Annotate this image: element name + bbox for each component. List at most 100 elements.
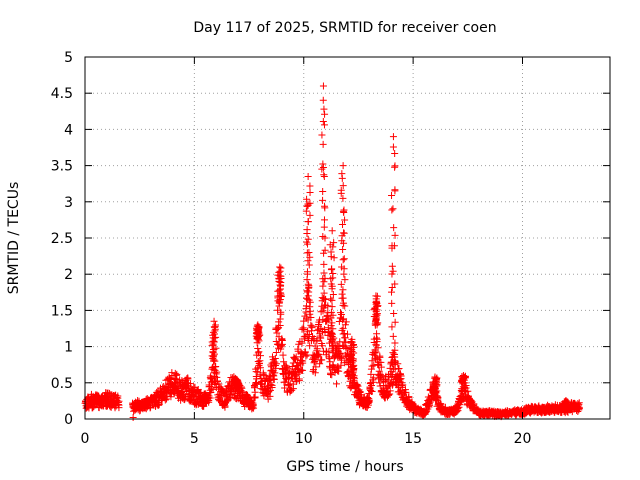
data-point <box>215 380 223 388</box>
data-point <box>272 364 280 372</box>
data-point <box>319 233 327 241</box>
data-point <box>248 405 256 413</box>
data-point <box>306 310 314 318</box>
data-point <box>388 262 396 270</box>
data-point <box>321 328 329 336</box>
x-tick-label: 0 <box>81 431 90 447</box>
data-point <box>275 268 283 276</box>
data-point <box>319 82 327 90</box>
data-point <box>303 249 311 257</box>
data-point <box>388 371 396 379</box>
data-point <box>306 253 314 261</box>
data-point <box>389 205 397 213</box>
data-point <box>306 211 314 219</box>
data-point <box>388 206 396 214</box>
data-point <box>320 249 328 257</box>
data-point <box>213 377 221 385</box>
data-point <box>351 374 359 382</box>
data-point <box>377 363 385 371</box>
data-point <box>329 325 337 333</box>
data-point <box>338 174 346 182</box>
data-point <box>337 186 345 194</box>
data-point <box>318 342 326 350</box>
y-tick-label: 1 <box>64 340 73 356</box>
data-point <box>206 394 214 402</box>
data-point <box>304 218 312 226</box>
data-point <box>341 216 349 224</box>
data-point <box>300 325 308 333</box>
data-point <box>575 403 583 411</box>
data-point <box>319 160 327 168</box>
data-point <box>325 355 333 363</box>
data-point <box>399 381 407 389</box>
data-point <box>275 286 283 294</box>
data-point <box>267 381 275 389</box>
axis-ticks <box>84 56 610 420</box>
data-point <box>250 401 258 409</box>
data-point <box>259 371 267 379</box>
data-point <box>367 365 375 373</box>
data-point <box>286 388 294 396</box>
data-point <box>278 340 286 348</box>
data-point <box>397 372 405 380</box>
data-point <box>385 391 393 399</box>
data-point <box>394 360 402 368</box>
data-point <box>330 239 338 247</box>
data-point <box>306 307 314 315</box>
data-point <box>327 308 335 316</box>
data-point <box>254 345 262 353</box>
data-point <box>277 264 285 272</box>
data-point <box>317 334 325 342</box>
data-point <box>320 171 328 179</box>
x-tick-label: 15 <box>404 431 422 447</box>
data-point <box>370 374 378 382</box>
data-point <box>425 403 433 411</box>
data-point <box>115 397 123 405</box>
data-point <box>389 133 397 141</box>
data-point <box>336 350 344 358</box>
data-point <box>390 242 398 250</box>
data-point <box>320 121 328 129</box>
data-point <box>278 335 286 343</box>
data-point <box>307 313 315 321</box>
data-point <box>238 384 246 392</box>
data-point <box>277 272 285 280</box>
data-point <box>370 306 378 314</box>
data-point <box>300 317 308 325</box>
y-tick-label: 4 <box>64 122 73 138</box>
data-point <box>319 140 327 148</box>
data-point <box>437 400 445 408</box>
data-point <box>319 163 327 171</box>
data-point <box>321 246 329 254</box>
data-point <box>562 397 570 405</box>
data-point <box>319 187 327 195</box>
data-point <box>316 360 324 368</box>
data-point <box>368 387 376 395</box>
data-point <box>303 314 311 322</box>
data-point <box>237 383 245 391</box>
data-point <box>349 355 357 363</box>
y-tick-label: 2 <box>64 267 73 283</box>
data-point <box>210 317 218 325</box>
data-point <box>303 202 311 210</box>
data-point <box>312 363 320 371</box>
data-point <box>335 367 343 375</box>
data-point <box>391 346 399 354</box>
data-point <box>299 324 307 332</box>
data-point <box>434 393 442 401</box>
data-point <box>464 387 472 395</box>
data-point <box>386 390 394 398</box>
data-point <box>304 280 312 288</box>
data-point <box>212 370 220 378</box>
data-point <box>302 352 310 360</box>
data-point <box>341 321 349 329</box>
data-point <box>343 349 351 357</box>
data-point <box>306 189 314 197</box>
data-point <box>255 348 263 356</box>
data-point <box>271 354 279 362</box>
y-tick-label: 5 <box>64 50 73 66</box>
data-point <box>386 364 394 372</box>
data-point <box>304 235 312 243</box>
data-point <box>389 332 397 340</box>
